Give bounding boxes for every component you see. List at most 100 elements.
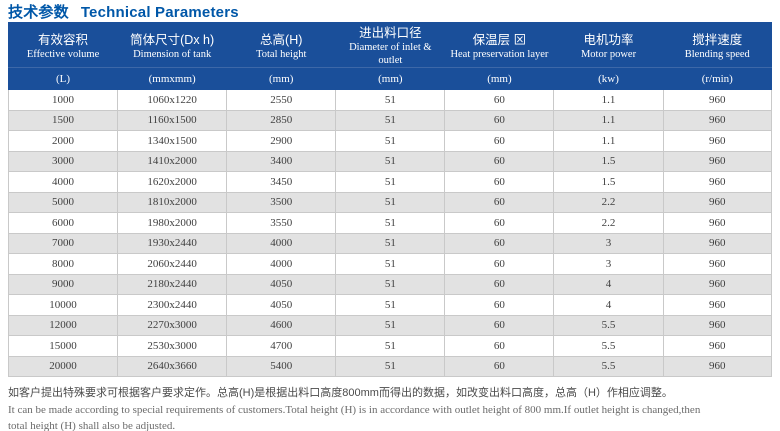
table-cell: 2300x2440 <box>117 294 228 316</box>
table-cell: 9000 <box>7 273 119 295</box>
table-cell: 51 <box>335 150 446 172</box>
table-cell: 60 <box>444 335 555 357</box>
table-cell: 51 <box>335 335 446 357</box>
table-cell: 51 <box>335 314 446 336</box>
table-cell: 2060x2440 <box>117 253 228 275</box>
table-cell: 1810x2000 <box>117 191 228 213</box>
table-cell: 51 <box>335 109 446 131</box>
table-cell: 960 <box>662 89 773 111</box>
table-cell: 51 <box>335 212 446 234</box>
table-cell: 12000 <box>7 314 119 336</box>
table-cell: 20000 <box>7 355 119 377</box>
table-cell: 960 <box>662 191 773 213</box>
technical-parameters-table: 有效容积 Effective volume 筒体尺寸(Dx h) Dimension … <box>7 22 773 377</box>
table-cell: 960 <box>662 109 773 131</box>
table-cell: 960 <box>662 273 773 295</box>
table-cell: 1980x2000 <box>117 212 228 234</box>
table-cell: 960 <box>662 232 773 254</box>
table-cell: 6000 <box>7 212 119 234</box>
table-cell: 4000 <box>226 232 337 254</box>
table-cell: 4 <box>553 273 664 295</box>
table-row: 6000 1980x2000 3550 51 60 2.2 960 <box>7 212 773 234</box>
table-cell: 1.5 <box>553 150 664 172</box>
table-cell: 960 <box>662 314 773 336</box>
table-cell: 1500 <box>7 109 119 131</box>
table-cell: 4 <box>553 294 664 316</box>
table-cell: 3 <box>553 232 664 254</box>
page-title-zh: 技术参数 <box>8 4 69 21</box>
table-cell: 2.2 <box>553 212 664 234</box>
table-cell: 2270x3000 <box>117 314 228 336</box>
table-cell: 60 <box>444 171 555 193</box>
table-cell: 60 <box>444 109 555 131</box>
table-cell: 4000 <box>226 253 337 275</box>
table-cell: 2180x2440 <box>117 273 228 295</box>
table-cell: 960 <box>662 130 773 152</box>
table-cell: 51 <box>335 130 446 152</box>
table-cell: 1160x1500 <box>117 109 228 131</box>
table-row: 1500 1160x1500 2850 51 60 1.1 960 <box>7 109 773 131</box>
header-name-row: 有效容积 Effective volume 筒体尺寸(Dx h) Dimension … <box>7 22 773 68</box>
table-cell: 2640x3660 <box>117 355 228 377</box>
table-cell: 1000 <box>7 89 119 111</box>
table-cell: 60 <box>444 212 555 234</box>
table-cell: 8000 <box>7 253 119 275</box>
column-unit-1: (mmxmm) <box>117 67 228 90</box>
table-cell: 51 <box>335 171 446 193</box>
table-cell: 960 <box>662 294 773 316</box>
table-cell: 1.1 <box>553 130 664 152</box>
table-row: 7000 1930x2440 4000 51 60 3 960 <box>7 232 773 254</box>
table-cell: 960 <box>662 212 773 234</box>
table-cell: 960 <box>662 355 773 377</box>
column-unit-2: (mm) <box>226 67 337 90</box>
table-cell: 1620x2000 <box>117 171 228 193</box>
column-header-4: 保温层 ⊠ Heat preservation layer <box>444 22 555 68</box>
table-cell: 60 <box>444 130 555 152</box>
table-cell: 60 <box>444 191 555 213</box>
table-cell: 960 <box>662 253 773 275</box>
page-title: 技术参数 Technical Parameters <box>8 1 239 22</box>
table-cell: 51 <box>335 294 446 316</box>
table-row: 15000 2530x3000 4700 51 60 5.5 960 <box>7 335 773 357</box>
table-cell: 60 <box>444 89 555 111</box>
table-cell: 5.5 <box>553 335 664 357</box>
table-cell: 1.5 <box>553 171 664 193</box>
table-cell: 4050 <box>226 294 337 316</box>
footnote-zh: 如客户提出特殊要求可根据客户要求定作。总高(H)是根据出料口高度800mm而得出… <box>8 387 673 399</box>
table-cell: 3400 <box>226 150 337 172</box>
table-cell: 5000 <box>7 191 119 213</box>
table-row: 20000 2640x3660 5400 51 60 5.5 960 <box>7 355 773 377</box>
table-cell: 5400 <box>226 355 337 377</box>
footnote-en-line2: total height (H) shall also be adjusted. <box>8 419 176 431</box>
table-row: 5000 1810x2000 3500 51 60 2.2 960 <box>7 191 773 213</box>
table-cell: 4000 <box>7 171 119 193</box>
table-row: 9000 2180x2440 4050 51 60 4 960 <box>7 273 773 295</box>
table-cell: 1410x2000 <box>117 150 228 172</box>
column-unit-5: (kw) <box>553 67 664 90</box>
table-cell: 960 <box>662 171 773 193</box>
table-cell: 10000 <box>7 294 119 316</box>
page-title-en: Technical Parameters <box>80 4 239 21</box>
table-cell: 7000 <box>7 232 119 254</box>
column-header-0: 有效容积 Effective volume <box>7 22 119 68</box>
column-unit-4: (mm) <box>444 67 555 90</box>
table-row: 1000 1060x1220 2550 51 60 1.1 960 <box>7 89 773 111</box>
table-cell: 1340x1500 <box>117 130 228 152</box>
table-cell: 60 <box>444 253 555 275</box>
table-cell: 60 <box>444 294 555 316</box>
table-cell: 51 <box>335 232 446 254</box>
table-cell: 3000 <box>7 150 119 172</box>
column-unit-0: (L) <box>7 67 119 90</box>
table-cell: 960 <box>662 150 773 172</box>
table-cell: 3450 <box>226 171 337 193</box>
table-body: 1000 1060x1220 2550 51 60 1.1 960 1500 1160x1500… <box>7 89 773 377</box>
table-row: 4000 1620x2000 3450 51 60 1.5 960 <box>7 171 773 193</box>
table-cell: 1.1 <box>553 109 664 131</box>
table-cell: 15000 <box>7 335 119 357</box>
column-header-1: 筒体尺寸(Dx h) Dimension of tank <box>117 22 228 68</box>
table-cell: 60 <box>444 273 555 295</box>
table-cell: 51 <box>335 89 446 111</box>
table-row: 3000 1410x2000 3400 51 60 1.5 960 <box>7 150 773 172</box>
table-row: 10000 2300x2440 4050 51 60 4 960 <box>7 294 773 316</box>
table-cell: 3 <box>553 253 664 275</box>
